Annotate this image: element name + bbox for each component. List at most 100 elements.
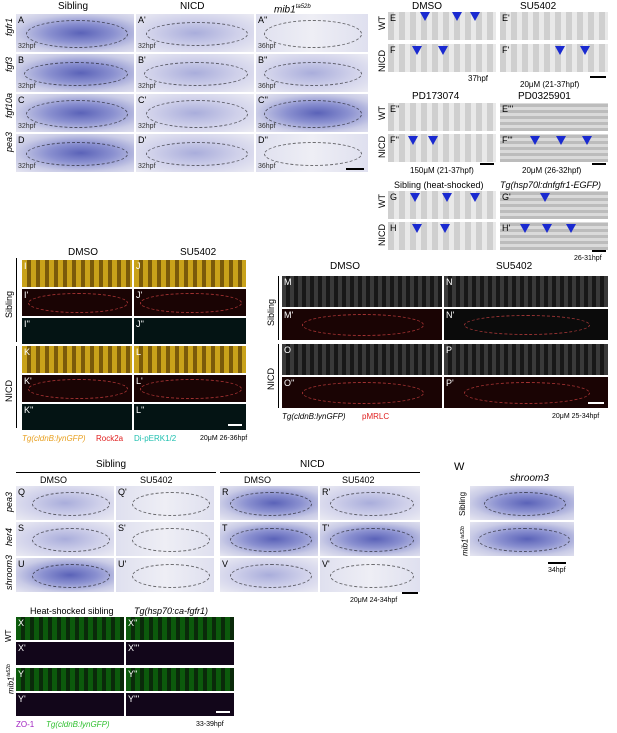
legend-pmrlc: pMRLC [362,412,390,421]
panel-q-prime: Q' [116,486,214,520]
subheader-dmso-sib: DMSO [40,475,67,485]
panel-l: L [134,346,246,373]
panel-f-prime: F' [500,44,608,72]
cond-pd17: 150μM (21-37hpf) [410,166,474,175]
panel-label-w: W [454,461,465,473]
col-header-tg-ca: Tg(hsp70:ca-fgfr1) [134,606,209,616]
stage-x: 33-39hpf [196,721,224,728]
panel-i-dprime: I'' [22,318,132,344]
panel-u: U [16,558,114,592]
panel-j: J [134,260,246,287]
panel-e-dprime: E'' [388,103,496,131]
col-bracket-nicd [220,472,420,473]
col-header-heat: Sibling (heat-shocked) [394,180,484,190]
col-header-sib-q: Sibling [96,459,127,470]
scale-bar-a [346,168,364,170]
arrowhead [566,224,576,233]
panel-i: I [22,260,132,287]
scale-bar-m [588,402,604,404]
arrowhead [542,224,552,233]
row-label-mib-w: mib1ta52b [460,526,470,556]
stage-g: 26-31hpf [574,255,602,262]
panel-m: M [282,276,442,307]
row-label-fgfr1: fgfr1 [4,17,14,36]
arrowhead [520,224,530,233]
panel-r-prime: R' [320,486,420,520]
panel-l-prime: L' [134,375,246,402]
title-shroom3: shroom3 [510,473,549,484]
row-label-fgf3: fgf3 [4,56,14,72]
arrowhead [440,224,450,233]
arrowhead [408,136,418,145]
col-header-dmso-i: DMSO [68,247,98,258]
arrowhead [438,46,448,55]
arrowhead [555,46,565,55]
panel-x-dprime: X'' [126,617,234,640]
row-label-nicd-m: NICD [266,368,276,390]
panel-p-prime: P' [444,377,608,408]
legend-tg-x: Tg(cldnB:lynGFP) [46,720,110,729]
col-header-heat-x: Heat-shocked sibling [30,606,114,616]
panel-q: Q [16,486,114,520]
col-bracket-sib [16,472,216,473]
panel-x-tprime: X''' [126,642,234,665]
panel-s: S [16,522,114,556]
row-label-sib-m: Sibling [266,298,276,326]
panel-y: Y [16,668,124,691]
scale-bar-i [228,424,242,426]
cond-q: 20μM 24-34hpf [350,597,398,604]
panel-p: P [444,344,608,375]
scale-bar-g [592,250,606,252]
arrowhead [420,12,430,21]
arrowhead [412,46,422,55]
col-header-mib: mib1ta52b [274,4,311,16]
panel-v: V [220,558,318,592]
panel-t-prime: T' [320,522,420,556]
row-label-shroom3: shroom3 [4,554,14,590]
panel-t: T [220,522,318,556]
arrowhead [410,193,420,202]
stage-w: 34hpf [548,567,566,574]
col-header-nicd: NICD [180,1,205,12]
row-label-her4: her4 [4,527,14,546]
col-header-pd03: PD0325901 [518,91,571,102]
row-label-nicd-i: NICD [4,380,14,402]
scale-bar-q [402,592,418,594]
col-header-nicd-q: NICD [300,459,325,470]
panel-y-prime: Y' [16,693,124,716]
row-label-pea3: pea3 [4,131,14,152]
cond-i: 20μM 26-36hpf [200,435,248,442]
row-bracket-nicd [16,346,17,428]
panel-g-prime: G' [500,191,608,219]
row-bracket-sib [16,258,17,342]
panel-k-prime: K' [22,375,132,402]
scale-bar-x [216,711,230,713]
panel-h-prime: H' [500,222,608,250]
panel-v-prime: V' [320,558,420,592]
panel-c: C 32hpf [16,94,134,132]
panel-k-dprime: K'' [22,404,132,430]
row-label-nicd-e2: NICD [377,136,387,158]
panel-b-dprime: B'' 36hpf [256,54,368,92]
panel-m-prime: M' [282,309,442,340]
panel-j-dprime: J'' [134,318,246,344]
row-label-wt-g: WT [377,194,387,208]
panel-f-dprime: F'' [388,134,496,162]
panel-s-prime: S' [116,522,214,556]
panel-y-dprime: Y'' [126,668,234,691]
panel-x: X [16,617,124,640]
panel-u-prime: U' [116,558,214,592]
panel-c-dprime: C'' 36hpf [256,94,368,132]
legend-perk: Di-pERK1/2 [134,434,177,443]
col-header-sibling: Sibling [58,1,89,12]
subheader-su-sib: SU5402 [140,475,173,485]
legend-tg-m: Tg(cldnB:lynGFP) [282,412,346,421]
panel-n: N [444,276,608,307]
arrowhead [530,136,540,145]
row-label-mib-x: mib1ta52b [6,664,16,694]
col-header-su-i: SU5402 [180,247,217,258]
panel-x-prime: X' [16,642,124,665]
panel-a: A 32hpf [16,14,134,52]
col-header-dmso-m: DMSO [330,261,360,272]
panel-e-prime: E' [500,12,608,40]
